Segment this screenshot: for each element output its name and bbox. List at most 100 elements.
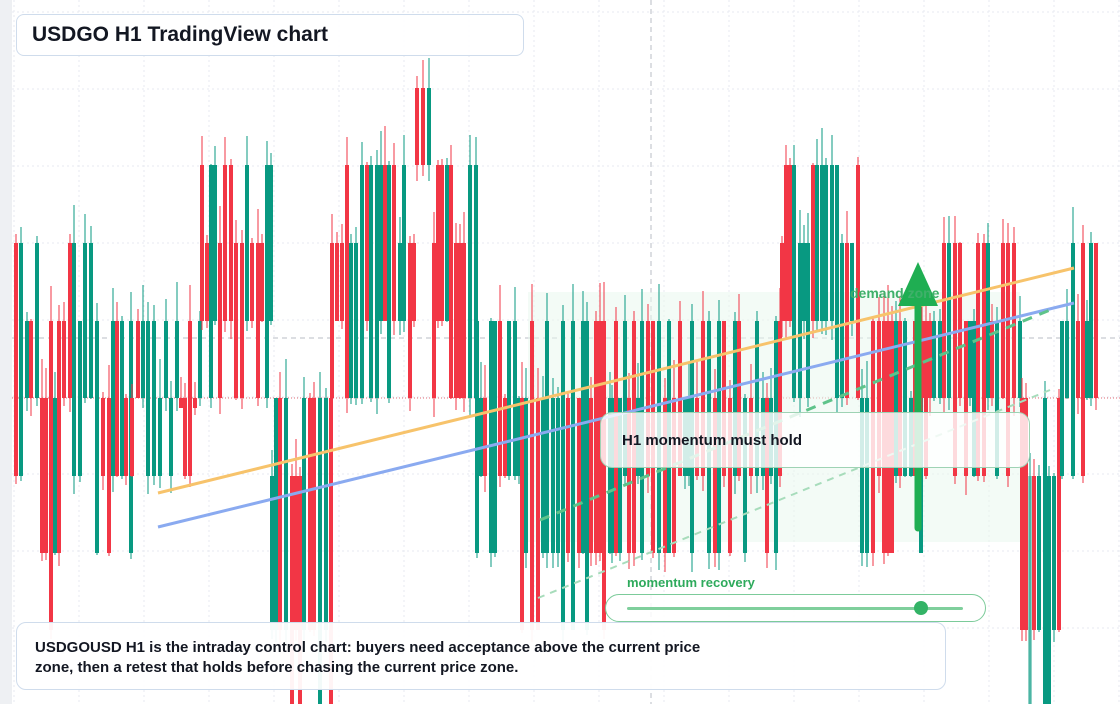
- candle-body: [728, 398, 732, 553]
- candle-body: [152, 321, 156, 476]
- candle-body: [581, 321, 585, 553]
- candle-body: [245, 165, 249, 321]
- candle-body: [589, 398, 593, 553]
- candle-body: [130, 398, 134, 476]
- candle-body: [1052, 476, 1056, 630]
- candle-body: [792, 165, 796, 398]
- candle-body: [209, 165, 213, 398]
- candle-body: [1032, 476, 1036, 630]
- candle-body: [218, 243, 222, 398]
- candle-body: [1057, 398, 1061, 630]
- candle-body: [942, 243, 946, 398]
- candle-body: [850, 243, 854, 321]
- candle-body: [432, 243, 436, 398]
- candle-body: [507, 321, 511, 476]
- candle-body: [179, 398, 183, 408]
- candle-body: [1028, 476, 1032, 704]
- candle-body: [188, 321, 192, 476]
- candle-body: [449, 165, 453, 398]
- candle-body: [40, 398, 44, 553]
- candle-body: [436, 165, 440, 321]
- candle-body: [995, 321, 999, 476]
- price-scale-edge: [0, 0, 12, 704]
- candle-body: [953, 243, 957, 476]
- candle-body: [193, 398, 197, 408]
- candle-body: [475, 321, 479, 553]
- candle-body: [14, 243, 18, 476]
- candle-body: [89, 243, 93, 398]
- candle-body: [124, 398, 128, 476]
- candle-body: [860, 398, 864, 553]
- candle-body: [1089, 243, 1093, 398]
- candle-body: [737, 321, 741, 476]
- candle-body: [1024, 398, 1028, 630]
- candle-body: [200, 165, 204, 321]
- candle-body: [427, 88, 431, 165]
- candle-body: [62, 321, 66, 398]
- candle-body: [340, 243, 344, 321]
- caption-line-2: zone, then a retest that holds before ch…: [35, 659, 519, 676]
- candle-body: [458, 243, 462, 398]
- candle-body: [646, 321, 650, 476]
- candle-body: [964, 321, 968, 476]
- candle-body: [1085, 321, 1089, 398]
- candle-body: [602, 321, 606, 630]
- candle-body: [489, 321, 493, 553]
- candle-body: [198, 321, 202, 398]
- candle-body: [1020, 398, 1024, 630]
- candle-body: [412, 243, 416, 321]
- candle-body: [302, 398, 306, 630]
- candle-body: [169, 398, 173, 476]
- candle-body: [1060, 321, 1064, 476]
- candle-body: [240, 243, 244, 398]
- candle-body: [623, 321, 627, 476]
- candle-body: [402, 165, 406, 321]
- candle-body: [1065, 321, 1069, 398]
- candle-body: [324, 398, 328, 630]
- candle-body: [115, 321, 119, 476]
- candle-body: [158, 398, 162, 476]
- candle-body: [1018, 321, 1022, 398]
- candle-body: [517, 398, 521, 476]
- candle-body: [269, 165, 273, 321]
- candle-body: [1094, 243, 1098, 398]
- candle-body: [308, 398, 312, 630]
- candle-body: [365, 165, 369, 321]
- candle-body: [345, 165, 349, 398]
- candle-body: [780, 243, 784, 321]
- candle-body: [462, 243, 466, 398]
- candle-body: [566, 398, 570, 553]
- candle-body: [164, 321, 168, 398]
- candle-body: [379, 165, 383, 321]
- candle-body: [672, 398, 676, 553]
- candle-body: [95, 321, 99, 553]
- candle-body: [141, 321, 145, 398]
- candle-body: [938, 321, 942, 398]
- candle-body: [284, 398, 288, 630]
- momentum-slider[interactable]: [605, 594, 986, 622]
- caption-line-1: USDGOUSD H1 is the intraday control char…: [35, 639, 701, 656]
- candle-body: [421, 88, 425, 165]
- candle-body: [798, 243, 802, 398]
- candle-body: [1047, 476, 1051, 704]
- candle-body: [392, 165, 396, 321]
- candle-body: [49, 321, 53, 630]
- candle-body: [733, 321, 737, 476]
- momentum-recovery-label: momentum recovery: [627, 575, 755, 590]
- candle-body: [561, 321, 565, 630]
- candle-body: [986, 243, 990, 398]
- momentum-knob[interactable]: [914, 601, 929, 615]
- candle-body: [784, 165, 788, 321]
- candle-body: [479, 398, 483, 476]
- candle-body: [318, 398, 322, 704]
- candle-body: [83, 243, 87, 398]
- momentum-track: [627, 607, 963, 610]
- candle-body: [493, 321, 497, 553]
- candle-body: [383, 165, 387, 321]
- candle-body: [972, 321, 976, 476]
- candle-body: [755, 321, 759, 476]
- candle-body: [53, 398, 57, 553]
- candle-body: [968, 321, 972, 398]
- candle-body: [898, 321, 902, 476]
